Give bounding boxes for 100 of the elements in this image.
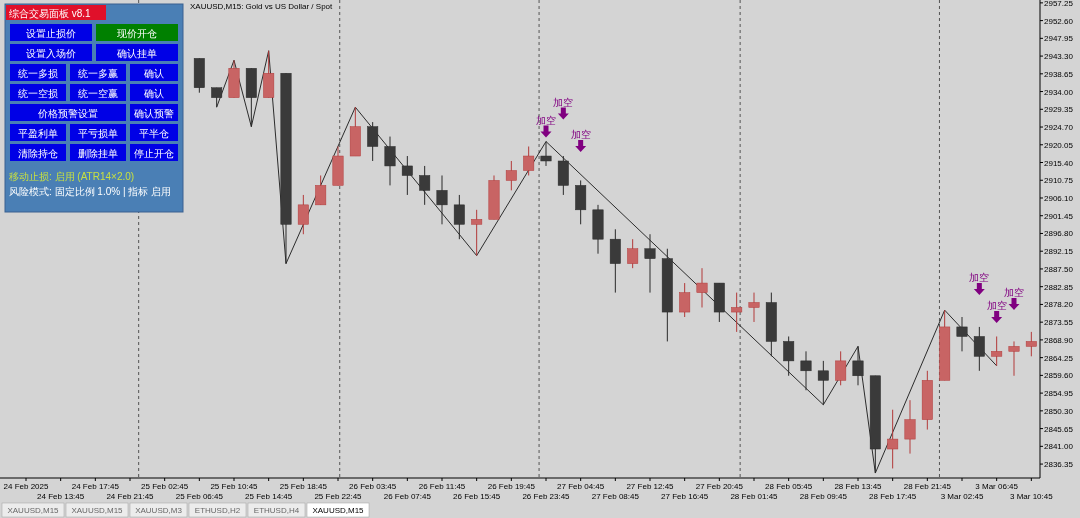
y-tick-label: 2882.85 [1044, 282, 1074, 292]
annotation: 统一空损 [18, 87, 58, 99]
candlestick [956, 316, 968, 352]
x-tick-label: 26 Feb 23:45 [522, 492, 571, 501]
x-tick-label: 27 Feb 04:45 [557, 482, 605, 491]
candlestick [523, 145, 535, 176]
x-tick-label: 24 Feb 2025 [3, 482, 50, 491]
candlestick [297, 194, 309, 235]
x-tick-label: 3 Mar 10:45 [1009, 492, 1054, 501]
y-tick-label: 2868.90 [1044, 335, 1074, 345]
text: XAUUSD,M3 [135, 506, 183, 515]
y-tick-label: 2836.35 [1044, 460, 1074, 470]
x-tick-label: 26 Feb 03:45 [349, 482, 397, 491]
line-series [216, 50, 998, 474]
x-tick-label: 27 Feb 16:45 [661, 492, 709, 501]
y-tick-label: 2924.70 [1044, 123, 1074, 133]
annotation: 统一多损 [18, 67, 58, 79]
x-tick-label: 28 Feb 05:45 [765, 482, 813, 491]
x-tick-label: 24 Feb 13:45 [37, 492, 85, 501]
y-tick-label: 2947.95 [1044, 34, 1074, 44]
y-tick-label: 2878.20 [1044, 300, 1074, 310]
x-tick-label: 27 Feb 20:45 [695, 482, 744, 491]
annotation: 删除挂单 [78, 147, 118, 159]
y-tick-label: 2841.00 [1044, 442, 1074, 452]
candlestick [679, 282, 691, 318]
annotation: 清除持仓 [18, 147, 58, 159]
candlestick [852, 345, 864, 386]
y-tick-label: 2873.55 [1044, 318, 1074, 328]
y-tick-label: 2859.60 [1044, 371, 1074, 381]
text: ETHUSD,H2 [194, 506, 241, 515]
candlestick [696, 267, 708, 308]
y-tick-label: 2845.65 [1044, 424, 1074, 434]
x-tick-label: 28 Feb 13:45 [834, 482, 883, 491]
y-tick-label: 2906.10 [1044, 193, 1074, 203]
candlestick [783, 335, 795, 377]
y-tick-label: 2929.35 [1044, 105, 1074, 115]
annotation: 风险模式: 固定比例 1.0% | 指标 启用 [9, 186, 172, 197]
candlestick [991, 335, 1003, 367]
y-tick-label: 2957.25 [1044, 0, 1074, 8]
annotation: 统一空赢 [78, 87, 118, 99]
candlestick [748, 292, 760, 323]
x-tick-label: 25 Feb 06:45 [175, 492, 224, 501]
x-tick-label: 25 Feb 18:45 [279, 482, 328, 491]
annotation: 设置入场价 [26, 47, 76, 59]
annotation: 平盈利单 [18, 127, 58, 139]
candlestick [887, 409, 899, 469]
y-tick-label: 2915.40 [1044, 158, 1074, 168]
x-tick-label: 26 Feb 11:45 [418, 482, 466, 491]
x-tick-label: 3 Mar 02:45 [940, 492, 984, 501]
x-tick-label: 24 Feb 17:45 [71, 482, 120, 491]
y-tick-label: 2938.65 [1044, 69, 1074, 79]
x-tick-label: 26 Feb 19:45 [487, 482, 536, 491]
text: XAUUSD,M15 [312, 506, 365, 515]
y-tick-label: 2920.05 [1044, 140, 1074, 150]
annotation: 设置止损价 [26, 27, 76, 39]
annotation: 统一多赢 [78, 67, 118, 79]
y-tick-label: 2934.00 [1044, 87, 1074, 97]
candlestick [817, 360, 829, 406]
x-tick-label: 25 Feb 22:45 [314, 492, 363, 501]
candlestick [367, 121, 379, 162]
annotation: 移动止损: 启用 (ATR14×2.0) [9, 171, 135, 182]
candlestick [800, 350, 812, 391]
x-tick-label: 25 Feb 10:45 [210, 482, 259, 491]
candlestick [384, 136, 396, 186]
candlestick [505, 160, 517, 191]
text: ETHUSD,H4 [253, 506, 300, 515]
text: XAUUSD,M15 [71, 506, 124, 515]
annotation: 平半仓 [139, 127, 169, 139]
text: 加空 [536, 114, 556, 126]
candlestick [627, 238, 639, 269]
y-tick-label: 2854.95 [1044, 389, 1074, 399]
y-tick-label: 2943.30 [1044, 52, 1074, 62]
x-tick-label: 25 Feb 02:45 [141, 482, 189, 491]
text: 加空 [553, 96, 574, 108]
x-tick-label: 24 Feb 21:45 [106, 492, 155, 501]
text: 加空 [570, 129, 591, 141]
x-tick-label: 27 Feb 12:45 [626, 482, 675, 491]
text: XAUUSD,M15 [7, 506, 60, 515]
candlestick [401, 155, 413, 196]
candlestick [419, 165, 431, 206]
text: 综合交易面板 v8.1 [9, 7, 92, 19]
x-tick-label: 3 Mar 06:45 [975, 482, 1019, 491]
chart-title: XAUUSD,M15: Gold vs US Dollar / Spot [190, 2, 334, 11]
y-tick-label: 2952.60 [1044, 16, 1074, 26]
x-tick-label: 25 Feb 14:45 [245, 492, 293, 501]
annotation: 平亏损单 [78, 127, 118, 139]
candlestick [1008, 340, 1020, 377]
x-tick-label: 28 Feb 17:45 [869, 492, 917, 501]
candlestick [453, 194, 465, 240]
text: 加空 [1004, 286, 1024, 298]
y-tick-label: 2901.45 [1044, 211, 1074, 221]
candlestick [904, 399, 916, 455]
annotation: 确认 [143, 67, 164, 79]
candlestick [471, 209, 483, 257]
y-tick-label: 2892.15 [1044, 247, 1074, 257]
annotation: 确认挂单 [116, 47, 157, 59]
candlestick [315, 174, 327, 206]
annotation: 价格预警设置 [37, 107, 98, 119]
candlestick [973, 326, 985, 372]
annotation: 确认预警 [133, 107, 174, 119]
